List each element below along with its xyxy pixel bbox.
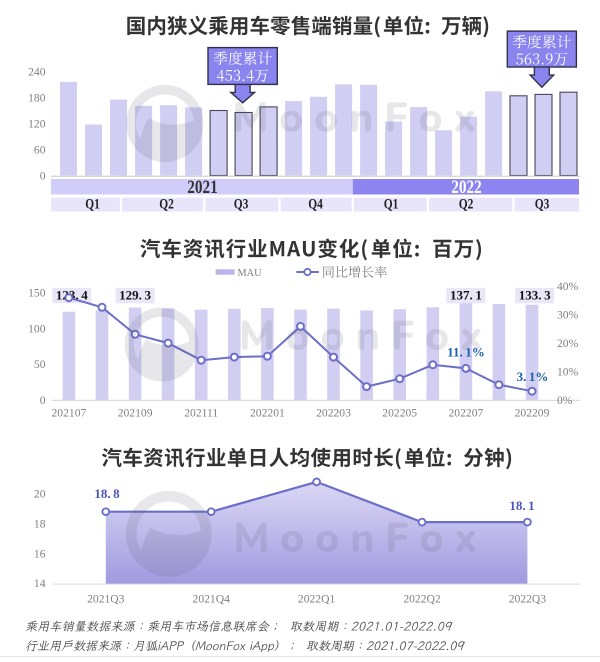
svg-text:10%: 10%	[557, 366, 579, 379]
svg-text:2022Q2: 2022Q2	[403, 592, 441, 605]
svg-text:180: 180	[28, 91, 46, 104]
svg-text:202203: 202203	[316, 406, 351, 419]
svg-text:40%: 40%	[557, 280, 579, 293]
svg-text:2021Q4: 2021Q4	[193, 592, 231, 605]
svg-text:30%: 30%	[557, 309, 579, 322]
svg-text:3. 1%: 3. 1%	[517, 369, 549, 384]
svg-text:202207: 202207	[449, 406, 484, 419]
svg-text:50: 50	[34, 358, 46, 371]
svg-text:202109: 202109	[118, 406, 153, 419]
svg-text:133. 3: 133. 3	[519, 288, 551, 303]
svg-text:240: 240	[28, 65, 46, 78]
svg-text:2021: 2021	[187, 178, 218, 198]
svg-text:16: 16	[34, 547, 46, 560]
svg-text:0%: 0%	[557, 394, 573, 407]
svg-text:Q3: Q3	[535, 196, 550, 212]
svg-text:Q1: Q1	[85, 196, 100, 212]
svg-text:150: 150	[28, 287, 46, 300]
svg-text:129. 3: 129. 3	[119, 288, 151, 303]
svg-text:Q4: Q4	[308, 196, 323, 212]
svg-text:202111: 202111	[184, 406, 218, 419]
svg-text:20: 20	[34, 488, 46, 501]
svg-text:20%: 20%	[557, 337, 579, 350]
svg-text:Q2: Q2	[459, 196, 474, 212]
svg-text:202209: 202209	[515, 406, 550, 419]
svg-text:0: 0	[40, 169, 46, 182]
svg-text:2022: 2022	[451, 178, 482, 198]
svg-text:14: 14	[34, 577, 46, 590]
svg-text:2022Q1: 2022Q1	[298, 592, 336, 605]
svg-text:18. 1: 18. 1	[509, 498, 534, 513]
svg-text:202201: 202201	[250, 406, 285, 419]
svg-text:202107: 202107	[52, 406, 87, 419]
svg-text:100: 100	[28, 322, 46, 335]
svg-text:2022Q3: 2022Q3	[509, 592, 547, 605]
svg-text:202205: 202205	[382, 406, 417, 419]
svg-text:60: 60	[34, 143, 46, 156]
svg-text:Q1: Q1	[384, 196, 399, 212]
svg-text:2021Q3: 2021Q3	[87, 592, 125, 605]
svg-text:137. 1: 137. 1	[450, 288, 482, 303]
svg-text:MAU: MAU	[238, 267, 262, 279]
svg-text:18. 8: 18. 8	[94, 486, 120, 501]
svg-text:Q2: Q2	[159, 196, 174, 212]
svg-text:18: 18	[34, 518, 46, 531]
svg-text:0: 0	[40, 394, 46, 407]
svg-text:Q3: Q3	[234, 196, 249, 212]
svg-text:120: 120	[28, 117, 46, 130]
svg-text:11. 1%: 11. 1%	[447, 344, 485, 359]
